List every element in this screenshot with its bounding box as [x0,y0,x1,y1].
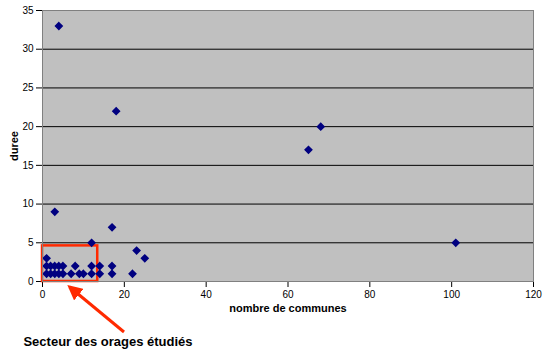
svg-text:120: 120 [525,289,542,300]
svg-text:30: 30 [22,43,34,54]
svg-text:35: 35 [22,5,34,16]
svg-text:duree: duree [8,131,20,161]
svg-text:60: 60 [282,289,294,300]
svg-text:nombre de communes: nombre de communes [229,302,346,314]
svg-text:20: 20 [22,121,34,132]
svg-text:10: 10 [22,198,34,209]
svg-text:15: 15 [22,160,34,171]
svg-text:40: 40 [201,289,213,300]
svg-text:80: 80 [364,289,376,300]
svg-text:20: 20 [119,289,131,300]
svg-text:5: 5 [28,237,34,248]
svg-text:25: 25 [22,82,34,93]
svg-text:Secteur des orages étudiés: Secteur des orages étudiés [23,334,192,349]
svg-text:0: 0 [40,289,46,300]
svg-text:100: 100 [443,289,460,300]
svg-text:0: 0 [28,276,34,287]
